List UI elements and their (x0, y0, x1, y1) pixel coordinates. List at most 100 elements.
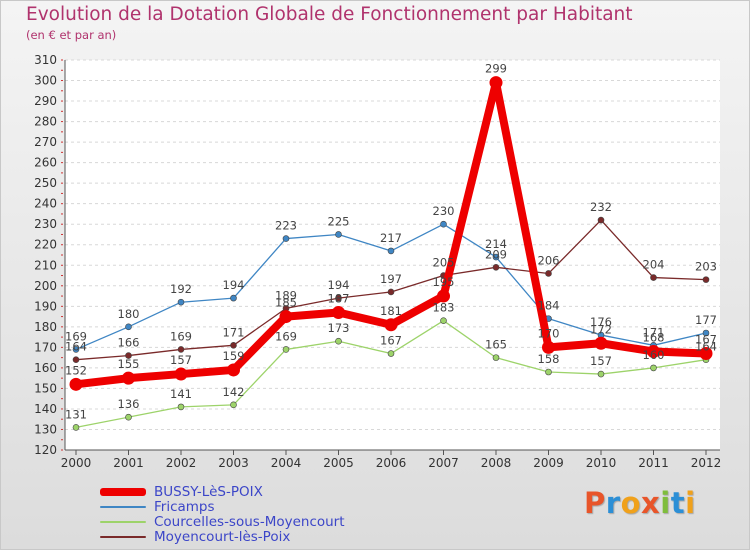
data-point (597, 370, 605, 378)
data-label: 194 (223, 278, 245, 292)
data-label: 225 (328, 214, 350, 228)
data-label: 176 (590, 315, 612, 329)
data-label: 167 (380, 334, 402, 348)
logo-letter: o (620, 486, 642, 520)
y-tick-label: 170 (34, 340, 57, 354)
data-point (122, 371, 135, 385)
legend-swatch (100, 520, 146, 523)
data-point (492, 354, 500, 361)
y-tick-label: 180 (34, 320, 57, 334)
data-point (545, 270, 552, 277)
data-point (492, 264, 500, 271)
data-label: 164 (695, 340, 717, 354)
legend-label: Moyencourt-lès-Poix (154, 528, 291, 545)
data-label: 169 (275, 329, 297, 343)
data-point (282, 346, 290, 353)
data-point (437, 289, 450, 303)
x-tick-label: 2010 (586, 456, 617, 470)
x-tick-label: 2003 (218, 456, 249, 470)
data-point (440, 220, 447, 228)
x-tick-label: 2006 (376, 456, 407, 470)
data-label: 187 (328, 291, 350, 305)
logo-letter: r (605, 486, 621, 520)
data-label: 173 (328, 321, 350, 335)
data-label: 185 (275, 296, 297, 310)
y-tick-label: 240 (34, 197, 57, 211)
data-point (335, 231, 342, 238)
data-label: 157 (590, 354, 612, 368)
data-point (125, 323, 132, 331)
y-tick-label: 260 (34, 156, 57, 170)
data-point (279, 310, 293, 324)
data-label: 230 (433, 204, 455, 218)
x-tick-label: 2007 (428, 456, 459, 470)
y-tick-label: 230 (34, 217, 57, 231)
data-label: 206 (538, 253, 560, 267)
data-point (72, 356, 80, 363)
data-label: 181 (380, 304, 402, 318)
data-label: 209 (485, 247, 507, 261)
y-tick-label: 190 (34, 299, 57, 313)
y-tick-label: 280 (34, 115, 57, 129)
data-label: 131 (65, 407, 87, 421)
y-tick-label: 310 (34, 53, 57, 67)
data-label: 158 (538, 352, 560, 366)
legend-label: Courcelles-sous-Moyencourt (154, 513, 345, 530)
x-tick-label: 2011 (638, 456, 669, 470)
proxiti-logo: Proxiti (584, 486, 696, 520)
data-point (440, 317, 447, 324)
data-point (72, 346, 80, 353)
y-tick-label: 140 (34, 402, 57, 416)
x-tick-label: 2001 (113, 456, 144, 470)
logo-letter: i (660, 486, 671, 520)
data-label: 223 (275, 219, 297, 233)
data-label: 205 (433, 256, 455, 270)
data-point (230, 342, 237, 349)
data-point (699, 347, 713, 361)
data-label: 165 (485, 338, 507, 352)
legend-swatch (100, 487, 146, 496)
data-point (647, 344, 660, 358)
data-point (125, 352, 132, 359)
logo-letter: x (641, 486, 661, 520)
x-tick-label: 2012 (691, 456, 722, 470)
data-label: 214 (485, 237, 507, 251)
legend-item: BUSSY-LèS-POIX (100, 483, 345, 500)
y-tick-label: 250 (34, 176, 57, 190)
y-tick-label: 150 (34, 381, 57, 395)
logo-letter: P (584, 486, 606, 520)
data-point (177, 403, 185, 411)
x-tick-label: 2008 (481, 456, 512, 470)
data-label: 217 (380, 231, 402, 245)
data-point (492, 253, 500, 261)
data-label: 189 (275, 288, 297, 302)
data-label: 164 (65, 340, 87, 354)
y-tick-label: 120 (34, 443, 57, 457)
legend-item: Fricamps (100, 498, 345, 515)
data-label: 141 (170, 387, 192, 401)
data-label: 195 (433, 275, 455, 289)
legend: BUSSY-LèS-POIX Fricamps Courcelles-sous-Mo… (100, 483, 345, 545)
data-point (174, 367, 188, 381)
data-label: 171 (223, 325, 245, 339)
data-point (387, 288, 395, 296)
data-point (335, 337, 342, 345)
logo-letter: t (670, 486, 686, 520)
legend-label: BUSSY-LèS-POIX (154, 483, 263, 500)
data-label: 184 (538, 299, 560, 313)
data-point (227, 363, 240, 377)
data-point (177, 346, 185, 353)
data-point (335, 294, 342, 302)
data-point (125, 413, 132, 421)
x-tick-label: 2005 (323, 456, 354, 470)
y-tick-label: 270 (34, 135, 57, 149)
data-label: 170 (538, 326, 560, 340)
y-tick-label: 130 (34, 422, 57, 436)
data-point (545, 368, 552, 376)
plot-background (65, 60, 720, 450)
data-label: 180 (118, 307, 140, 321)
legend-item: Moyencourt-lès-Poix (100, 528, 345, 545)
data-label: 157 (170, 353, 192, 367)
legend-label: Fricamps (154, 498, 215, 515)
data-point (650, 274, 657, 281)
